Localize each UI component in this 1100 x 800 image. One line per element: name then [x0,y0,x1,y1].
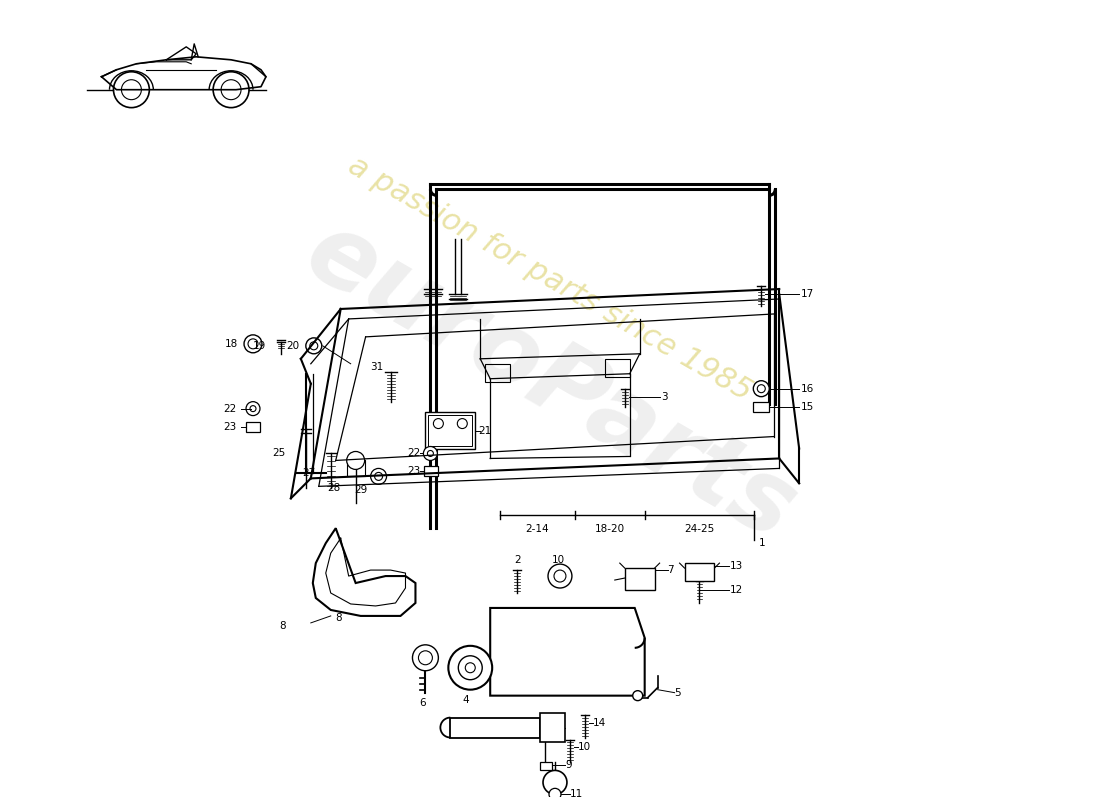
Circle shape [458,418,468,429]
Bar [540,713,565,742]
Bar [428,414,472,446]
Bar [625,568,654,590]
Circle shape [548,564,572,588]
Text: 3: 3 [661,392,668,402]
Circle shape [459,656,482,680]
Text: 24-25: 24-25 [684,524,715,534]
Text: 18: 18 [226,339,239,349]
Text: 19: 19 [253,341,266,351]
Text: 23: 23 [407,466,420,477]
Text: 10: 10 [578,742,591,753]
Text: 20: 20 [286,341,299,351]
Text: 14: 14 [593,718,606,727]
Text: 22: 22 [223,404,236,414]
Bar [540,762,552,770]
Circle shape [754,381,769,397]
Text: 4: 4 [462,694,469,705]
Polygon shape [491,608,645,696]
Text: 17: 17 [801,289,814,299]
Text: 31: 31 [371,362,384,372]
Circle shape [412,645,439,670]
Circle shape [424,446,438,461]
Text: 22: 22 [407,449,420,458]
Text: 16: 16 [801,384,814,394]
Bar [426,412,475,450]
Polygon shape [312,528,416,616]
Text: 18-20: 18-20 [595,524,625,534]
Bar [246,422,260,431]
Text: 1: 1 [759,538,766,548]
Circle shape [433,418,443,429]
Circle shape [346,451,364,470]
Bar [425,466,439,476]
Text: 7: 7 [668,565,674,575]
Text: 11: 11 [570,790,583,799]
Circle shape [543,770,566,794]
Circle shape [244,335,262,353]
Text: 21: 21 [478,426,492,435]
Text: 25: 25 [273,449,286,458]
Text: 10: 10 [551,555,564,565]
Text: 29: 29 [354,486,367,495]
Bar [754,402,769,412]
Circle shape [246,402,260,415]
Text: 2-14: 2-14 [525,524,549,534]
Text: euroParts: euroParts [288,204,812,562]
Circle shape [371,469,386,484]
Text: 28: 28 [328,483,341,494]
Text: 27: 27 [302,469,316,478]
Text: a passion for parts since 1985: a passion for parts since 1985 [343,151,757,407]
Text: 9: 9 [565,761,572,770]
Text: 12: 12 [729,585,743,595]
Text: 13: 13 [729,561,743,571]
Text: 8: 8 [279,621,286,631]
Text: 6: 6 [419,698,426,708]
Text: 15: 15 [801,402,814,412]
Circle shape [449,646,492,690]
Text: 5: 5 [674,688,681,698]
Text: 8: 8 [336,613,342,623]
Text: 2: 2 [514,555,520,565]
Bar [684,563,714,581]
Bar [485,364,510,382]
Bar [450,718,540,738]
Text: 23: 23 [223,422,236,431]
Bar [605,358,629,377]
Circle shape [549,788,561,800]
Circle shape [632,690,642,701]
